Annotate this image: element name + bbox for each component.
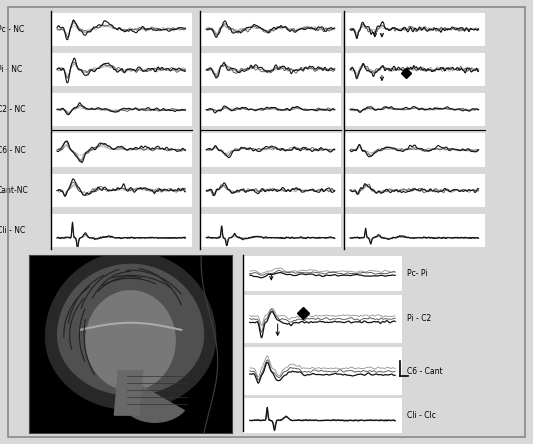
Polygon shape [58, 264, 204, 395]
Text: C2 - NC: C2 - NC [0, 105, 26, 114]
Polygon shape [45, 252, 216, 409]
Polygon shape [118, 377, 184, 422]
Text: C6 - NC: C6 - NC [0, 146, 26, 155]
Text: Pc - NC: Pc - NC [0, 24, 24, 34]
Text: Cli - Clc: Cli - Clc [407, 411, 436, 420]
Text: Cant-NC: Cant-NC [0, 186, 29, 195]
Text: Pi - C2: Pi - C2 [407, 314, 431, 323]
Polygon shape [86, 291, 175, 390]
Text: C6 - Cant: C6 - Cant [407, 367, 443, 376]
Polygon shape [115, 371, 143, 415]
Text: Pc- Pi: Pc- Pi [407, 269, 428, 278]
Text: Pi - NC: Pi - NC [0, 65, 22, 74]
Text: Cli - NC: Cli - NC [0, 226, 25, 235]
